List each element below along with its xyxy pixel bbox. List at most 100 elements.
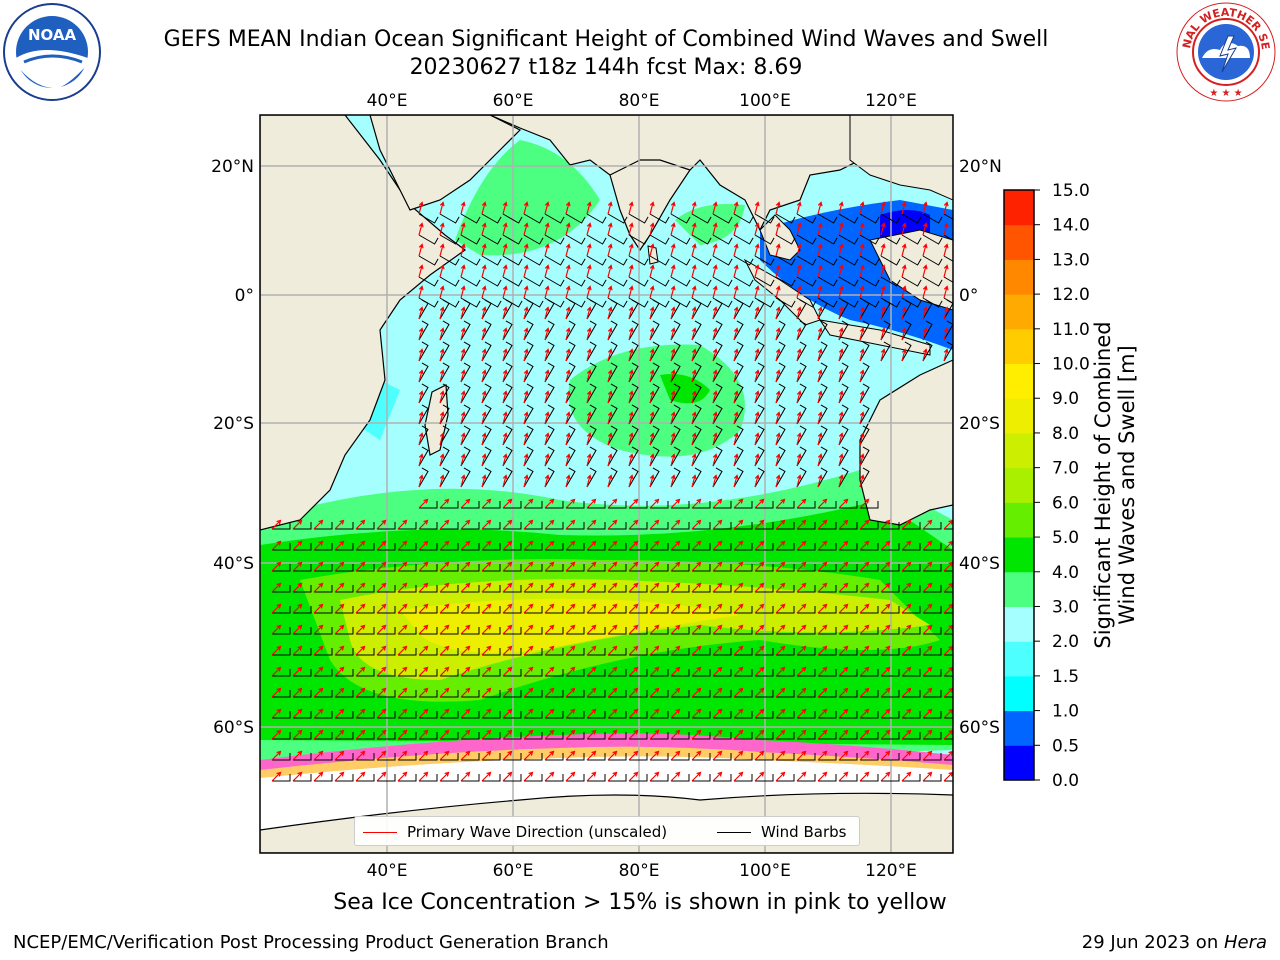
wave-direction-arrow bbox=[649, 327, 655, 341]
wave-direction-arrow bbox=[859, 582, 870, 593]
wind-barb bbox=[860, 774, 879, 782]
wind-barb bbox=[797, 522, 816, 530]
wind-barb bbox=[523, 446, 534, 467]
wave-direction-arrow bbox=[355, 708, 366, 719]
wave-direction-arrow bbox=[502, 474, 508, 488]
wind-barb bbox=[608, 585, 627, 593]
wave-direction-arrow bbox=[880, 519, 891, 530]
wind-barb bbox=[692, 585, 711, 593]
wave-direction-arrow bbox=[649, 285, 655, 299]
wind-barb bbox=[733, 341, 744, 362]
wave-direction-arrow bbox=[901, 222, 907, 236]
wind-barb bbox=[713, 648, 732, 656]
wave-direction-arrow bbox=[565, 243, 571, 257]
wind-barb bbox=[671, 648, 690, 656]
wave-direction-arrow bbox=[502, 666, 513, 677]
wave-direction-arrow bbox=[817, 666, 828, 677]
wave-direction-arrow bbox=[754, 453, 760, 467]
wave-direction-arrow bbox=[628, 348, 634, 362]
wind-barb bbox=[670, 255, 691, 266]
wave-direction-arrow bbox=[439, 453, 445, 467]
wind-barb bbox=[566, 543, 585, 551]
wind-barb bbox=[398, 585, 417, 593]
wind-barb bbox=[712, 425, 723, 446]
wind-barb bbox=[650, 732, 669, 740]
land-sri-lanka bbox=[647, 245, 659, 265]
wave-direction-arrow bbox=[439, 519, 450, 530]
wind-barb bbox=[586, 276, 607, 287]
wind-barb bbox=[314, 669, 333, 677]
colorbar-swatch bbox=[1004, 224, 1034, 260]
wave-direction-arrow bbox=[439, 561, 450, 572]
wave-direction-arrow bbox=[481, 201, 487, 215]
wave-direction-arrow bbox=[565, 201, 571, 215]
wind-barb bbox=[586, 383, 597, 404]
wind-barb bbox=[503, 732, 522, 740]
wind-barb bbox=[356, 543, 375, 551]
wave-direction-arrow bbox=[859, 348, 865, 362]
map-area bbox=[260, 115, 953, 853]
wind-barb bbox=[797, 690, 816, 698]
wind-barb bbox=[565, 383, 576, 404]
wave-direction-arrow bbox=[313, 582, 324, 593]
wind-barb bbox=[566, 564, 585, 572]
wind-barb bbox=[881, 564, 900, 572]
wind-barb bbox=[377, 606, 396, 614]
wave-direction-arrow bbox=[628, 666, 639, 677]
wind-barb bbox=[587, 753, 606, 761]
wind-barb bbox=[335, 564, 354, 572]
wave-direction-arrow bbox=[628, 519, 639, 530]
wind-barb bbox=[691, 404, 702, 425]
wind-barb bbox=[440, 711, 459, 719]
wave-direction-arrow bbox=[544, 327, 550, 341]
wind-barb bbox=[817, 320, 828, 341]
wind-barb bbox=[335, 753, 354, 761]
wind-barb bbox=[901, 276, 922, 287]
wind-barb bbox=[754, 276, 775, 287]
wind-barb bbox=[482, 543, 501, 551]
wind-barb bbox=[734, 711, 753, 719]
wind-barb bbox=[629, 564, 648, 572]
wave-direction-arrow bbox=[649, 222, 655, 236]
wave-direction-arrow bbox=[460, 624, 471, 635]
wind-barb bbox=[607, 234, 628, 245]
wave-direction-arrow bbox=[859, 306, 865, 320]
wind-barb bbox=[502, 467, 513, 488]
wave-direction-arrow bbox=[691, 540, 702, 551]
wave-direction-arrow bbox=[397, 645, 408, 656]
wind-barb bbox=[754, 446, 765, 467]
lat-label-left-20s: 20°S bbox=[213, 414, 254, 434]
map-legend: Primary Wave Direction (unscaled) Wind B… bbox=[354, 816, 860, 846]
wind-barb bbox=[502, 299, 513, 320]
wind-barb bbox=[418, 255, 439, 266]
wind-barb bbox=[692, 564, 711, 572]
wave-direction-arrow bbox=[754, 750, 765, 761]
wind-barb bbox=[817, 299, 828, 320]
wave-direction-arrow bbox=[775, 645, 786, 656]
wind-barb bbox=[293, 522, 312, 530]
wave-direction-arrow bbox=[586, 222, 592, 236]
legend-item-wave-direction: Primary Wave Direction (unscaled) bbox=[363, 823, 667, 841]
wave-direction-arrow bbox=[649, 453, 655, 467]
wind-barb bbox=[439, 276, 460, 287]
wave-direction-arrow bbox=[565, 561, 576, 572]
wind-barb bbox=[670, 404, 681, 425]
wave-direction-arrow bbox=[565, 519, 576, 530]
wave-direction-arrow bbox=[439, 327, 445, 341]
wave-direction-arrow bbox=[418, 369, 424, 383]
wave-direction-arrow bbox=[670, 645, 681, 656]
wave-direction-arrow bbox=[334, 687, 345, 698]
wave-direction-arrow bbox=[460, 771, 471, 782]
wave-direction-arrow bbox=[691, 348, 697, 362]
wind-barb bbox=[314, 627, 333, 635]
wind-barb bbox=[629, 732, 648, 740]
wave-direction-arrow bbox=[859, 222, 865, 236]
wave-direction-arrow bbox=[733, 750, 744, 761]
wave-direction-arrow bbox=[880, 771, 891, 782]
wind-barb bbox=[418, 276, 439, 287]
wind-barb bbox=[628, 276, 649, 287]
wind-barb bbox=[796, 276, 817, 287]
wave-direction-arrow bbox=[754, 729, 765, 740]
wind-barb bbox=[713, 732, 732, 740]
wind-barb bbox=[818, 711, 837, 719]
